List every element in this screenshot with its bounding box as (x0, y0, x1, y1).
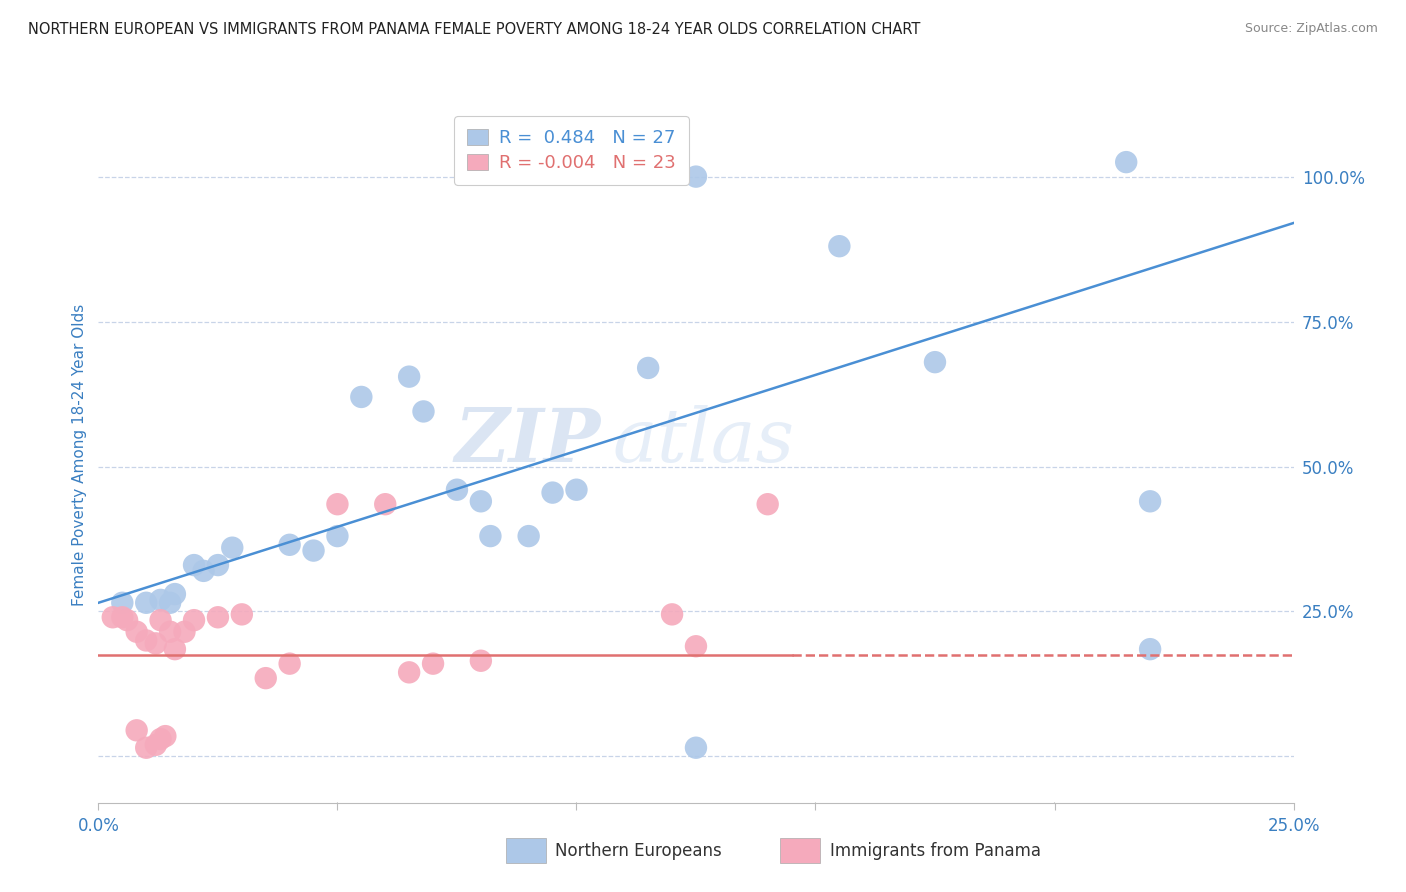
Point (155, 729, 177, 743)
Point (517, 529, 540, 543)
Point (101, 610, 124, 624)
Point (756, 497, 779, 511)
Point (145, 636, 167, 650)
Point (115, 613, 138, 627)
Point (111, 610, 134, 624)
Point (398, 665, 420, 680)
Text: Immigrants from Panama: Immigrants from Panama (830, 842, 1040, 860)
Point (135, 740, 157, 755)
Point (111, 596, 134, 610)
Point (661, 607, 683, 622)
Text: Northern Europeans: Northern Europeans (555, 842, 723, 860)
Point (531, 155, 554, 169)
Point (828, 239, 851, 253)
Point (278, 657, 301, 671)
Text: NORTHERN EUROPEAN VS IMMIGRANTS FROM PANAMA FEMALE POVERTY AMONG 18-24 YEAR OLDS: NORTHERN EUROPEAN VS IMMIGRANTS FROM PAN… (28, 22, 921, 37)
Legend: R =  0.484   N = 27, R = -0.004   N = 23: R = 0.484 N = 27, R = -0.004 N = 23 (454, 116, 689, 186)
Point (149, 592, 172, 607)
Point (1115, 155, 1137, 169)
Point (125, 624, 148, 639)
Point (374, 497, 396, 511)
Point (159, 596, 181, 610)
Point (1139, 642, 1161, 657)
Point (446, 483, 468, 497)
Y-axis label: Female Poverty Among 18-24 Year Olds: Female Poverty Among 18-24 Year Olds (72, 304, 87, 606)
Point (193, 564, 215, 578)
Point (163, 642, 186, 657)
Point (685, 740, 707, 755)
FancyBboxPatch shape (506, 838, 546, 863)
Point (145, 738, 167, 752)
Point (125, 723, 148, 738)
Point (254, 671, 277, 685)
Point (565, 483, 588, 497)
Point (278, 538, 301, 552)
Point (479, 529, 502, 543)
Text: atlas: atlas (613, 405, 794, 477)
Point (231, 607, 253, 622)
Point (1139, 494, 1161, 508)
Text: ZIP: ZIP (454, 405, 600, 477)
Point (173, 624, 195, 639)
FancyBboxPatch shape (780, 838, 820, 863)
Point (422, 657, 444, 671)
Point (221, 541, 243, 555)
Point (135, 596, 157, 610)
Point (149, 613, 172, 627)
Point (183, 613, 205, 627)
Point (326, 497, 349, 511)
Point (541, 485, 564, 500)
Point (924, 355, 946, 369)
Point (685, 639, 707, 653)
Point (135, 633, 157, 648)
Point (637, 361, 659, 376)
Point (685, 169, 707, 184)
Point (207, 558, 229, 573)
Point (398, 369, 420, 384)
Point (183, 558, 205, 573)
Point (149, 731, 172, 746)
Text: Source: ZipAtlas.com: Source: ZipAtlas.com (1244, 22, 1378, 36)
Point (470, 494, 492, 508)
Point (302, 543, 325, 558)
Point (207, 610, 229, 624)
Point (470, 654, 492, 668)
Point (159, 624, 181, 639)
Point (163, 587, 186, 601)
Point (326, 529, 349, 543)
Point (412, 404, 434, 418)
Point (350, 390, 373, 404)
